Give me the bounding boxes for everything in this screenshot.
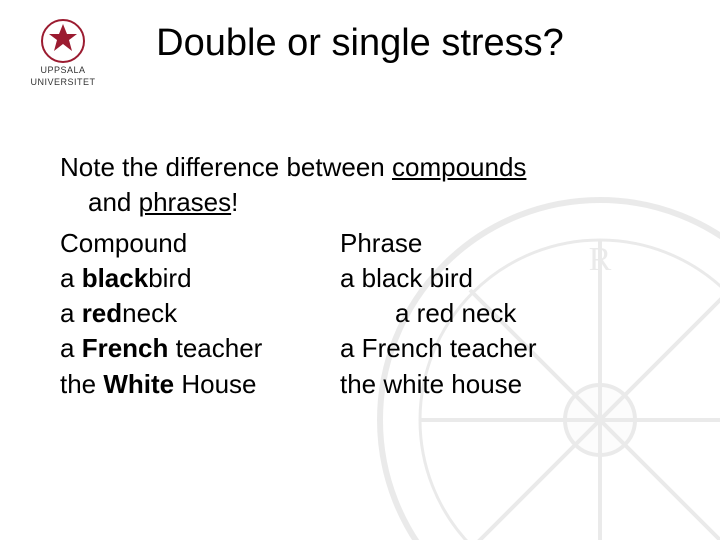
post: House <box>174 369 256 399</box>
intro-text: Note the difference between compounds an… <box>60 150 680 220</box>
bold-part: French <box>82 333 169 363</box>
example-row: a redneck a red neck <box>60 296 680 331</box>
slide-title: Double or single stress? <box>0 22 720 65</box>
post: teacher <box>168 333 262 363</box>
phrase-cell: a red neck <box>340 296 680 331</box>
bold-part: red <box>82 298 122 328</box>
intro-part1: Note the difference between <box>60 152 392 182</box>
phrase-cell: a French teacher <box>340 331 680 366</box>
pre: a <box>60 333 82 363</box>
compound-cell: a redneck <box>60 296 340 331</box>
phrase-padded: a red neck <box>340 296 516 331</box>
bold-part: black <box>82 263 149 293</box>
compound-cell: a blackbird <box>60 261 340 296</box>
pre: a <box>60 298 82 328</box>
example-row: a blackbird a black bird <box>60 261 680 296</box>
logo-text-line2: UNIVERSITET <box>18 78 108 88</box>
header-phrase: Phrase <box>340 226 680 261</box>
header-compound: Compound <box>60 226 340 261</box>
compound-cell: a French teacher <box>60 331 340 366</box>
intro-part2: and <box>88 187 139 217</box>
bold-part: White <box>103 369 174 399</box>
intro-excl: ! <box>231 187 238 217</box>
pre: a <box>60 263 82 293</box>
compound-cell: the White House <box>60 367 340 402</box>
phrase-cell: a black bird <box>340 261 680 296</box>
example-row: a French teacher a French teacher <box>60 331 680 366</box>
intro-underline-1: compounds <box>392 152 526 182</box>
post: bird <box>148 263 191 293</box>
logo-text-line1: UPPSALA <box>18 66 108 76</box>
post: neck <box>122 298 177 328</box>
slide-body: Note the difference between compounds an… <box>60 150 680 402</box>
column-header-row: Compound Phrase <box>60 226 680 261</box>
intro-underline-2: phrases <box>139 187 232 217</box>
example-row: the White House the white house <box>60 367 680 402</box>
phrase-cell: the white house <box>340 367 680 402</box>
pre: the <box>60 369 103 399</box>
